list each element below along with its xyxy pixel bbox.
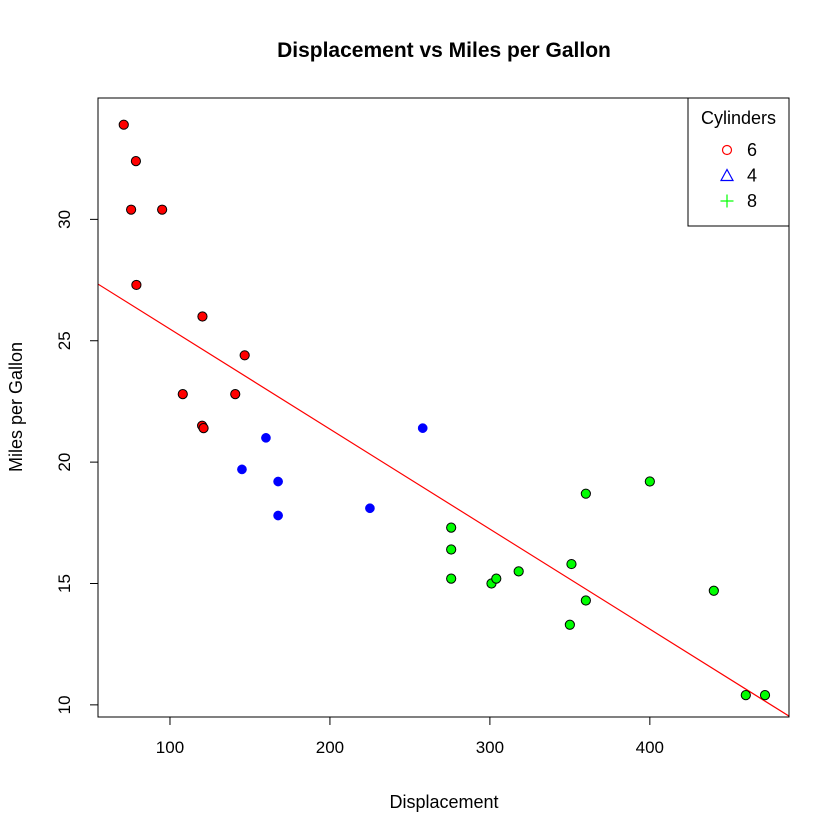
data-point	[580, 595, 591, 606]
y-tick-label: 20	[55, 453, 74, 472]
data-point	[131, 279, 142, 291]
y-tick-label: 30	[55, 210, 74, 229]
data-point	[126, 204, 137, 215]
data-point	[118, 119, 129, 130]
data-point	[580, 488, 591, 499]
data-point	[273, 510, 283, 521]
data-point	[740, 690, 751, 701]
data-point	[157, 204, 168, 215]
data-point	[491, 573, 502, 584]
data-point	[566, 558, 577, 570]
data-point	[239, 350, 250, 361]
data-point	[365, 503, 375, 514]
x-axis-label: Displacement	[389, 792, 498, 812]
data-point	[130, 156, 142, 167]
data-point	[644, 476, 655, 487]
legend-box	[687, 97, 790, 227]
y-tick-label: 25	[55, 331, 74, 350]
data-point	[261, 432, 271, 443]
data-point	[237, 464, 247, 475]
data-point	[417, 423, 428, 433]
legend-label: 8	[747, 191, 757, 211]
data-point	[273, 476, 283, 487]
legend-symbol-triangle	[719, 168, 735, 182]
legend: Cylinders 6 4 8	[687, 97, 790, 227]
legend-symbol-circle	[721, 144, 733, 156]
y-axis-label: Miles per Gallon	[6, 342, 26, 472]
legend-title: Cylinders	[701, 108, 776, 128]
x-tick-label: 300	[476, 738, 504, 757]
legend-label: 6	[747, 140, 757, 160]
y-tick-label: 10	[55, 695, 74, 714]
chart-title: Displacement vs Miles per Gallon	[277, 39, 611, 62]
plot-frame	[97, 97, 790, 718]
data-point	[759, 690, 771, 701]
x-tick-label: 400	[636, 738, 664, 757]
legend-label: 4	[747, 166, 757, 186]
y-tick-label: 15	[55, 574, 74, 593]
data-point	[513, 566, 524, 577]
data-point	[197, 311, 208, 322]
plot-area	[98, 119, 789, 717]
data-point	[446, 573, 457, 584]
axes: 100 200 300 400 10 15 20 25 30	[55, 97, 790, 757]
data-point	[177, 389, 188, 400]
data-point	[230, 389, 241, 400]
data-point	[708, 585, 719, 596]
data-point	[446, 544, 457, 555]
data-point	[198, 423, 209, 434]
regression-line	[98, 283, 789, 717]
x-tick-label: 100	[156, 738, 184, 757]
data-point	[446, 522, 457, 533]
data-point	[564, 619, 575, 630]
x-tick-label: 200	[316, 738, 344, 757]
